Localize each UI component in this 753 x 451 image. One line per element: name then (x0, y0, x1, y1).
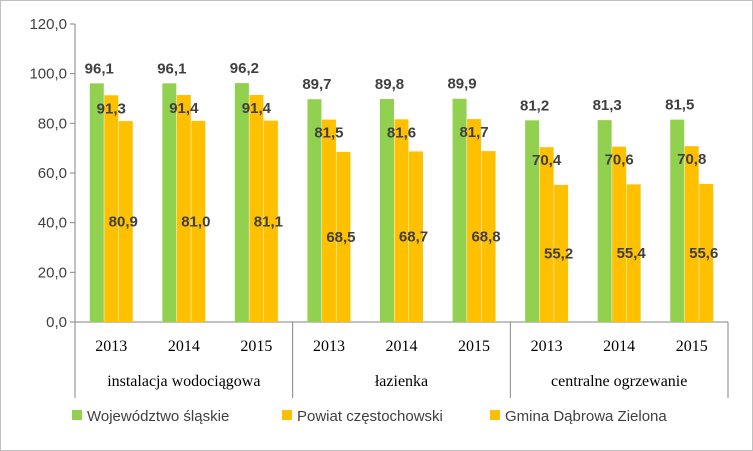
data-label: 81,5 (665, 97, 694, 114)
bar (699, 183, 714, 322)
bar (394, 119, 409, 322)
bar (176, 95, 191, 322)
group-label: łazienka (375, 373, 428, 390)
bar (539, 147, 554, 322)
bar (118, 121, 133, 323)
bar (452, 98, 467, 322)
data-label: 81,1 (254, 213, 283, 230)
bar (336, 151, 351, 322)
y-tick-label: 0,0 (46, 314, 67, 331)
bar (626, 184, 641, 322)
y-tick-label: 80,0 (38, 115, 67, 132)
bar (554, 184, 569, 322)
bar (525, 120, 540, 322)
x-tick-label: 2013 (531, 338, 563, 355)
bar (612, 146, 627, 322)
bar (409, 151, 423, 322)
bar (191, 120, 206, 322)
data-label: 55,4 (617, 245, 647, 262)
data-label: 81,7 (459, 124, 488, 141)
data-label: 70,4 (532, 152, 562, 169)
y-tick-label: 20,0 (38, 264, 67, 281)
bar (249, 95, 264, 322)
data-label: 96,1 (85, 60, 114, 77)
data-label: 91,4 (169, 100, 199, 117)
data-label: 55,6 (689, 245, 718, 262)
data-label: 81,6 (387, 124, 416, 141)
data-label: 89,8 (375, 76, 404, 93)
x-tick-label: 2015 (458, 338, 490, 355)
legend-label: Województwo śląskie (87, 408, 229, 425)
group-label: centralne ogrzewanie (551, 373, 687, 390)
data-label: 91,3 (97, 100, 126, 117)
data-label: 81,3 (593, 97, 622, 114)
bar (89, 83, 104, 322)
data-label: 96,1 (157, 60, 186, 77)
x-tick-label: 2013 (95, 338, 127, 355)
x-tick-label: 2013 (313, 338, 345, 355)
bar (307, 99, 322, 323)
data-label: 81,2 (520, 97, 549, 114)
data-label: 89,7 (302, 76, 331, 93)
x-tick-label: 2014 (603, 338, 635, 355)
legend-swatch (282, 410, 292, 420)
bar (380, 98, 394, 322)
group-label: instalacja wodociągowa (107, 373, 260, 390)
data-label: 68,8 (471, 229, 500, 246)
bar (263, 120, 278, 322)
data-label: 81,5 (314, 125, 343, 142)
data-label: 70,8 (677, 151, 706, 168)
x-tick-label: 2014 (168, 338, 200, 355)
y-tick-label: 60,0 (38, 165, 67, 182)
data-label: 89,9 (447, 76, 476, 93)
data-label: 96,2 (230, 60, 259, 77)
x-tick-label: 2015 (240, 338, 272, 355)
data-label: 55,2 (544, 245, 573, 262)
bar (597, 120, 612, 322)
data-label: 91,4 (242, 100, 272, 117)
data-label: 68,7 (399, 229, 428, 246)
legend-label: Gmina Dąbrowa Zielona (505, 408, 667, 425)
legend-swatch (490, 410, 500, 420)
y-tick-label: 40,0 (38, 215, 67, 232)
bar (321, 119, 336, 322)
x-tick-label: 2015 (676, 338, 708, 355)
data-label: 70,6 (605, 152, 634, 169)
bar (234, 83, 249, 322)
data-label: 80,9 (109, 214, 138, 231)
bar (670, 119, 685, 322)
legend-swatch (72, 410, 82, 420)
x-tick-label: 2014 (386, 338, 418, 355)
y-tick-label: 100,0 (29, 66, 67, 83)
bar (104, 95, 119, 322)
bar (467, 119, 482, 322)
bar (162, 83, 177, 322)
legend-label: Powiat częstochowski (297, 408, 443, 425)
bar (481, 151, 496, 322)
bar (684, 146, 699, 322)
y-tick-label: 120,0 (29, 16, 67, 33)
data-label: 81,0 (181, 213, 210, 230)
data-label: 68,5 (326, 229, 355, 246)
